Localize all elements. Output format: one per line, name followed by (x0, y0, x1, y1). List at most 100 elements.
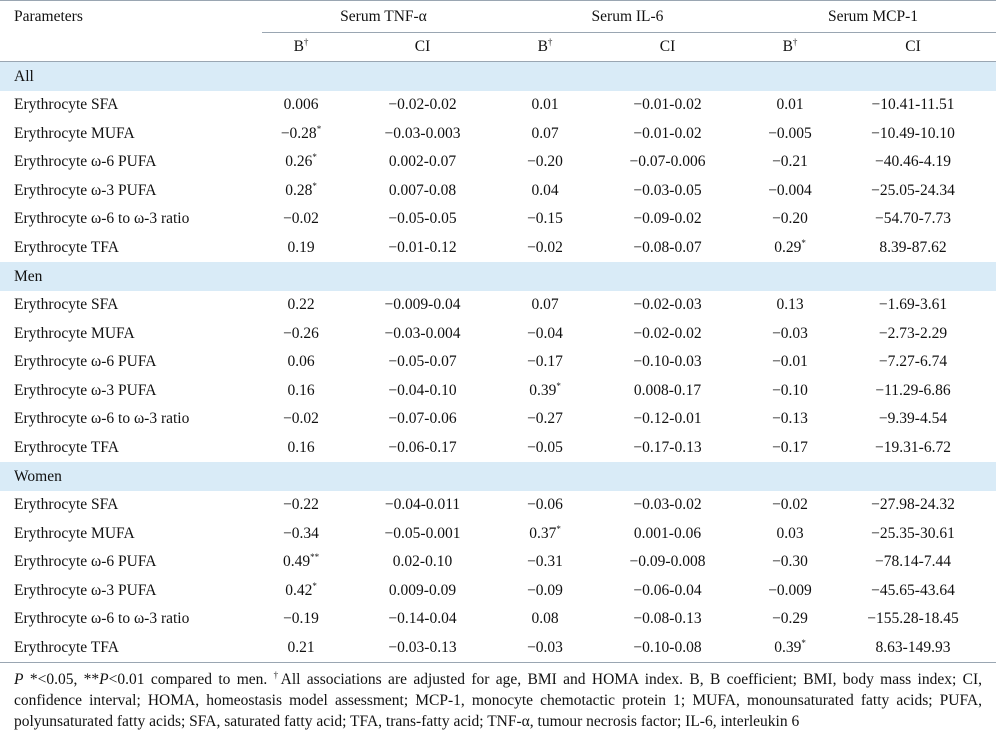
cell-value: 0.26 (285, 153, 313, 171)
cell-value: 0.08 (531, 610, 559, 628)
cell-value: −0.31 (527, 553, 563, 571)
cell-tnf-b: 0.22 (262, 291, 340, 320)
cell-value: 0.002-0.07 (388, 153, 457, 171)
significance-mark: * (801, 237, 806, 248)
section-row: Men (0, 262, 996, 291)
cell-value: −0.22 (283, 496, 319, 514)
cell-tnf-ci: −0.05-0.001 (340, 520, 505, 549)
cell-tnf-ci: −0.05-0.05 (340, 205, 505, 234)
cell-value: −45.65-43.64 (871, 581, 955, 599)
row-parameter: Erythrocyte ω-6 to ω-3 ratio (14, 410, 190, 428)
cell-value: −155.28-18.45 (867, 610, 959, 628)
cell-value: −0.02 (283, 410, 319, 428)
cell-value: 0.39 (774, 638, 802, 656)
cell-value: −0.08-0.07 (633, 238, 702, 256)
table-row: Erythrocyte ω-3 PUFA 0.28* 0.007-0.08 0.04 −… (0, 177, 996, 206)
header-group-il6: Serum IL-6 (505, 0, 750, 33)
header-ci-il6: CI (585, 32, 750, 62)
cell-il6-b: −0.03 (505, 634, 585, 663)
row-parameter: Erythrocyte ω-6 PUFA (14, 353, 157, 371)
section-title: Men (0, 262, 996, 291)
significance-mark: * (556, 523, 561, 534)
cell-il6-ci: −0.17-0.13 (585, 434, 750, 463)
significance-mark: ** (310, 552, 320, 563)
cell-il6-b: −0.05 (505, 434, 585, 463)
cell-mcp-b: −0.03 (750, 320, 830, 349)
row-parameter: Erythrocyte SFA (14, 296, 119, 314)
cell-value: 0.37 (529, 524, 557, 542)
significance-mark: * (312, 580, 317, 591)
cell-il6-ci: −0.10-0.03 (585, 348, 750, 377)
cell-value: −9.39-4.54 (878, 410, 948, 428)
cell-value: 0.28 (285, 181, 313, 199)
cell-mcp-ci: 8.39-87.62 (830, 234, 996, 263)
cell-value: −0.17 (772, 438, 808, 456)
table-row: Erythrocyte SFA −0.22 −0.04-0.011 −0.06 −0.0… (0, 491, 996, 520)
cell-value: 0.13 (776, 296, 804, 314)
cell-value: −0.05-0.001 (384, 524, 461, 542)
cell-mcp-b: −0.30 (750, 548, 830, 577)
row-parameter: Erythrocyte TFA (14, 238, 119, 256)
cell-il6-b: 0.39* (505, 377, 585, 406)
table-row: Erythrocyte ω-3 PUFA 0.16 −0.04-0.10 0.39* 0… (0, 377, 996, 406)
header-row-groups: Parameters Serum TNF-α Serum IL-6 Serum … (0, 0, 996, 33)
cell-tnf-ci: −0.06-0.17 (340, 434, 505, 463)
cell-value: 0.001-0.06 (633, 524, 702, 542)
cell-il6-b: −0.02 (505, 234, 585, 263)
cell-value: −0.01 (772, 353, 808, 371)
cell-value: −0.19 (283, 610, 319, 628)
cell-tnf-ci: −0.04-0.10 (340, 377, 505, 406)
cell-value: −0.005 (768, 124, 812, 142)
table-row: Erythrocyte TFA 0.21 −0.03-0.13 −0.03 −0.10-… (0, 634, 996, 663)
header-row-columns: B† CI B† CI B† CI (0, 32, 996, 62)
section-title: Women (0, 462, 996, 491)
cell-value: −25.35-30.61 (871, 524, 955, 542)
row-parameter: Erythrocyte SFA (14, 96, 119, 114)
header-b-mcp: B† (750, 32, 830, 62)
table-row: Erythrocyte MUFA −0.34 −0.05-0.001 0.37* 0.0… (0, 520, 996, 549)
section-row: Women (0, 462, 996, 491)
row-parameter: Erythrocyte ω-6 PUFA (14, 153, 157, 171)
cell-tnf-ci: −0.01-0.12 (340, 234, 505, 263)
cell-value: 0.007-0.08 (388, 181, 457, 199)
cell-value: 0.03 (776, 524, 804, 542)
cell-value: −0.07-0.06 (388, 410, 457, 428)
cell-value: −0.06-0.04 (633, 581, 702, 599)
row-parameter: Erythrocyte TFA (14, 438, 119, 456)
table-row: Erythrocyte ω-6 to ω-3 ratio −0.02 −0.07-0… (0, 405, 996, 434)
cell-value: −0.04 (527, 324, 563, 342)
table-row: Erythrocyte ω-6 to ω-3 ratio −0.19 −0.14-0… (0, 605, 996, 634)
cell-mcp-ci: −19.31-6.72 (830, 434, 996, 463)
cell-tnf-ci: −0.04-0.011 (340, 491, 505, 520)
row-parameter: Erythrocyte MUFA (14, 524, 135, 542)
cell-value: −0.05-0.05 (388, 210, 457, 228)
cell-tnf-b: −0.19 (262, 605, 340, 634)
cell-value: 0.16 (287, 438, 315, 456)
cell-il6-b: 0.37* (505, 520, 585, 549)
row-parameter: Erythrocyte SFA (14, 496, 119, 514)
cell-value: −0.10-0.03 (633, 353, 702, 371)
cell-il6-ci: −0.12-0.01 (585, 405, 750, 434)
cell-mcp-b: 0.39* (750, 634, 830, 663)
section-title: All (0, 61, 996, 91)
cell-mcp-b: −0.01 (750, 348, 830, 377)
cell-value: −0.02 (527, 238, 563, 256)
cell-il6-b: 0.01 (505, 91, 585, 120)
cell-value: −0.03-0.004 (384, 324, 461, 342)
cell-il6-ci: −0.03-0.05 (585, 177, 750, 206)
cell-value: −0.13 (772, 410, 808, 428)
table-body: All Erythrocyte SFA 0.006 −0.02-0.02 0.01 −0.… (0, 61, 996, 663)
cell-il6-b: −0.15 (505, 205, 585, 234)
cell-mcp-b: −0.21 (750, 148, 830, 177)
cell-value: −0.10 (772, 381, 808, 399)
row-parameter: Erythrocyte ω-6 to ω-3 ratio (14, 210, 190, 228)
cell-value: −0.02-0.02 (388, 96, 457, 114)
cell-tnf-ci: 0.007-0.08 (340, 177, 505, 206)
cell-value: −0.27 (527, 410, 563, 428)
cell-il6-b: −0.31 (505, 548, 585, 577)
row-parameter: Erythrocyte ω-3 PUFA (14, 181, 157, 199)
cell-mcp-ci: −25.35-30.61 (830, 520, 996, 549)
cell-value: −11.29-6.86 (875, 381, 951, 399)
cell-mcp-b: 0.01 (750, 91, 830, 120)
cell-tnf-b: 0.16 (262, 434, 340, 463)
